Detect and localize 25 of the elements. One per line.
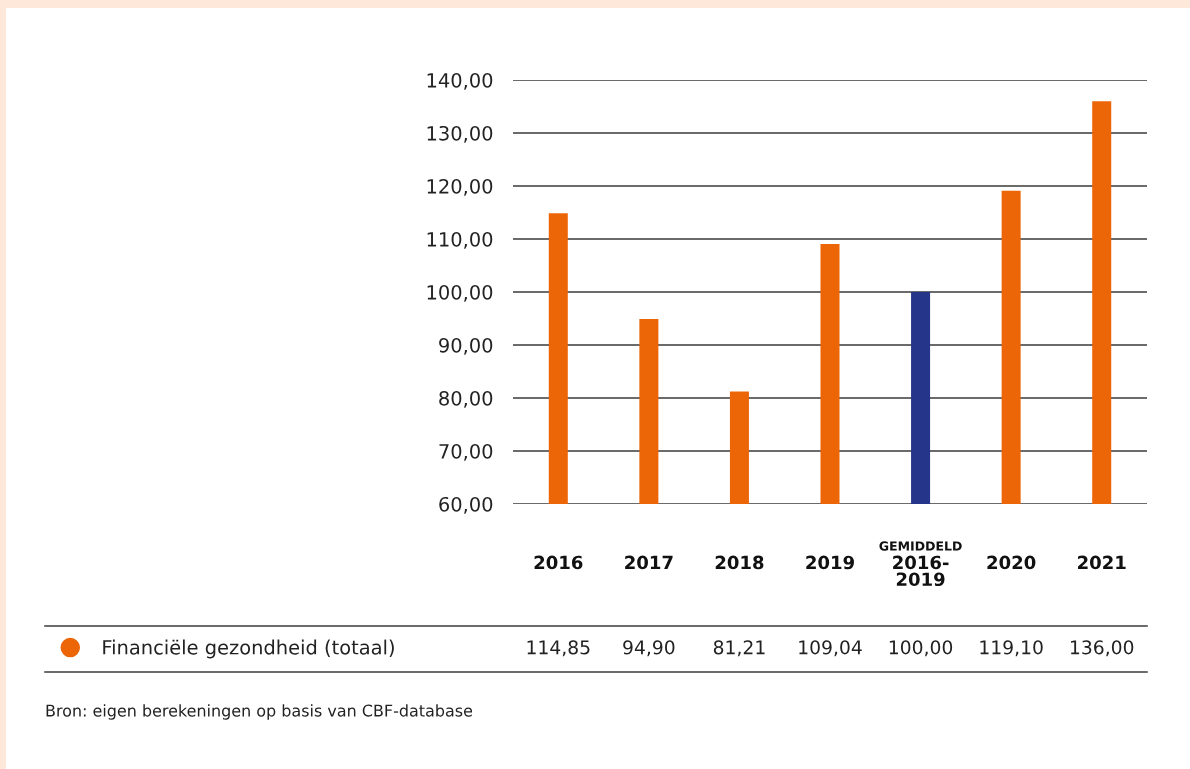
x-tick-label: 2018	[715, 555, 764, 570]
x-tick-label: 2016	[534, 555, 583, 570]
x-tick-label: 2017	[625, 555, 673, 570]
data-label: 136,00	[1070, 640, 1134, 657]
y-tick-label: 120,00	[427, 178, 493, 196]
data-label: 109,04	[799, 640, 862, 657]
x-tick-label: GEMIDDELD 2016- 2019	[879, 541, 962, 587]
text: Bron: eigen berekeningen op basis van CBF-database	[46, 704, 473, 720]
data-label: 81,21	[713, 640, 765, 657]
x-tick-label: 2021	[1078, 555, 1126, 570]
legend-label: Financiële gezondheid (totaal)	[103, 639, 394, 659]
data-label: 114,85	[527, 640, 590, 657]
y-tick-label: 60,00	[439, 496, 493, 514]
data-label: 94,90	[623, 640, 675, 657]
y-tick-label: 140,00	[427, 72, 493, 90]
y-tick-label: 90,00	[439, 337, 493, 355]
y-tick-label: 80,00	[439, 390, 493, 408]
x-tick-label: 2020	[987, 555, 1036, 570]
y-tick-label: 70,00	[439, 443, 493, 461]
data-label: 100,00	[889, 640, 953, 657]
y-tick-label: 110,00	[427, 231, 493, 249]
x-tick-label: 2019	[806, 555, 854, 570]
y-tick-label: 130,00	[427, 125, 493, 143]
data-label: 119,10	[980, 640, 1043, 657]
y-tick-label: 100,00	[427, 284, 493, 302]
